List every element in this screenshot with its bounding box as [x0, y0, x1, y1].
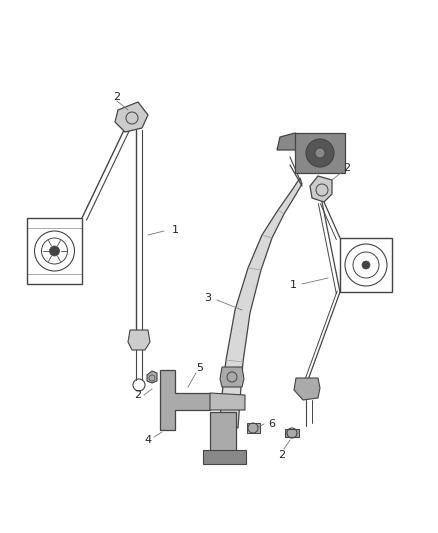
- Text: 5: 5: [197, 363, 204, 373]
- Text: 1: 1: [290, 280, 297, 290]
- Polygon shape: [220, 367, 244, 387]
- Text: 2: 2: [113, 92, 120, 102]
- Polygon shape: [160, 370, 210, 430]
- Circle shape: [362, 261, 370, 269]
- Circle shape: [306, 139, 334, 167]
- Polygon shape: [203, 450, 246, 464]
- Polygon shape: [277, 133, 303, 150]
- Polygon shape: [115, 102, 148, 132]
- Polygon shape: [310, 176, 332, 202]
- Text: 2: 2: [279, 450, 286, 460]
- Circle shape: [345, 244, 387, 286]
- Polygon shape: [285, 429, 299, 437]
- Circle shape: [49, 246, 60, 256]
- Text: 6: 6: [268, 419, 276, 429]
- Polygon shape: [220, 178, 302, 428]
- Text: 2: 2: [134, 390, 141, 400]
- Circle shape: [315, 148, 325, 158]
- Polygon shape: [294, 378, 320, 400]
- Text: 4: 4: [145, 435, 152, 445]
- Polygon shape: [247, 423, 260, 433]
- Polygon shape: [210, 393, 245, 410]
- Polygon shape: [210, 412, 236, 452]
- Text: 2: 2: [343, 163, 350, 173]
- Polygon shape: [128, 330, 150, 350]
- Polygon shape: [295, 133, 345, 173]
- Text: 1: 1: [172, 225, 179, 235]
- Polygon shape: [147, 371, 157, 383]
- Text: 3: 3: [205, 293, 212, 303]
